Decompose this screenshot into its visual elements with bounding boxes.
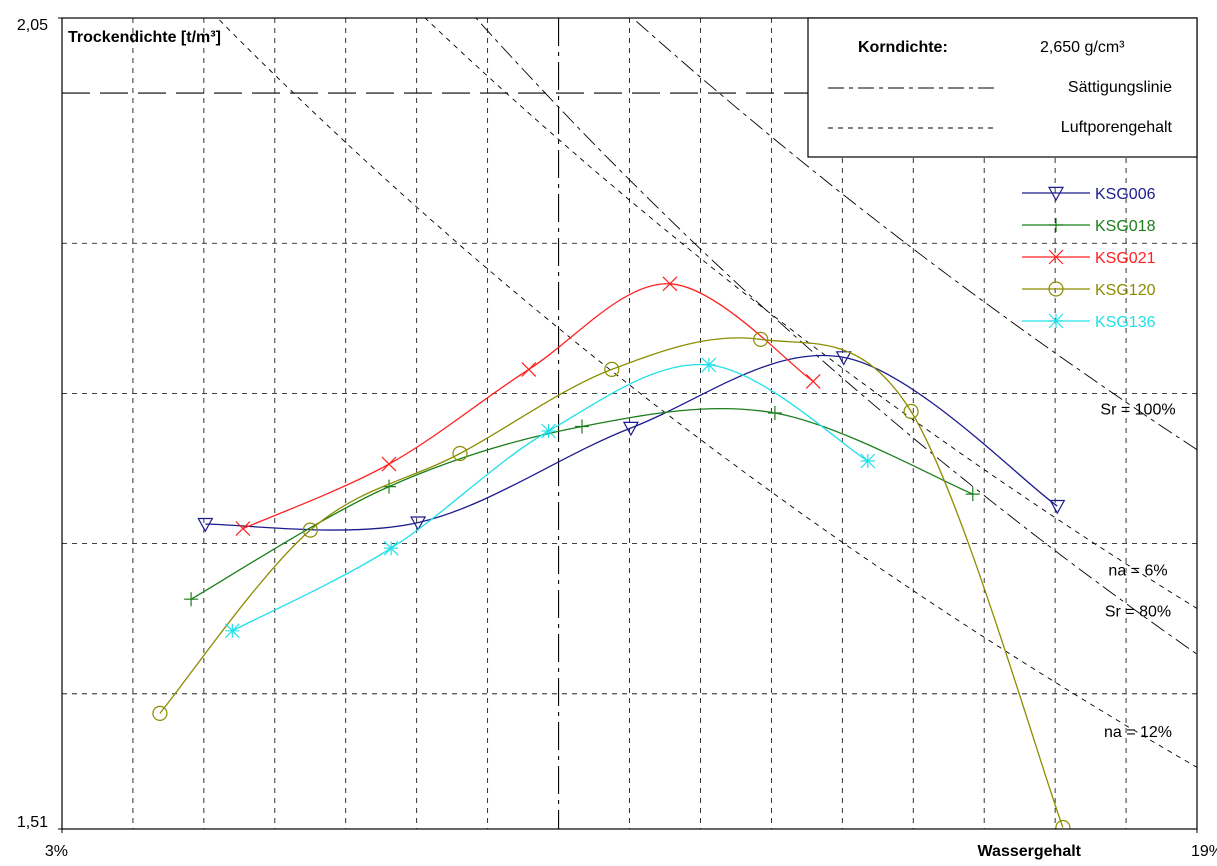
marker [197,517,214,533]
marker [452,445,468,462]
marker [541,423,557,439]
reference-label: na = 6% [1108,563,1167,580]
marker [805,373,821,389]
marker [753,331,769,347]
reference-lines [216,18,1197,768]
reference-label: Sr = 100% [1100,402,1175,419]
marker [1048,313,1064,329]
marker [622,421,639,437]
marker [835,351,852,366]
y-tick-label: 2,05 [17,17,48,34]
marker [224,623,240,639]
marker [701,357,717,373]
marker [860,453,876,469]
plot-frame [61,17,1198,830]
curves [152,276,1071,829]
marker [965,487,980,502]
marker [575,419,589,434]
grid [62,18,1197,829]
grain-density-label: Korndichte: [858,39,948,56]
y-axis-label: Trockendichte [t/m³] [68,29,221,46]
marker [383,540,399,556]
y-tick-label: 1,51 [17,814,48,831]
marker [604,361,620,377]
reference-line [216,18,1197,768]
reference-label: na = 12% [1104,724,1172,741]
marker [381,456,397,472]
marker [521,361,537,377]
x-tick-label: 19% [1191,843,1217,860]
reference-line [424,18,1197,609]
marker [410,516,427,531]
marker [1048,281,1064,297]
marker [662,276,678,292]
marker [184,592,199,607]
series-line [205,354,1058,531]
legend-air-voids: Luftporengehalt [1061,119,1173,136]
marker [1047,186,1065,202]
legend-label: KSG006 [1095,186,1156,203]
legend-saturation: Sättigungslinie [1068,79,1172,96]
legend-label: KSG018 [1095,218,1156,235]
marker [1049,218,1063,232]
series-line [159,337,1064,828]
legend-label: KSG136 [1095,314,1156,331]
marker [235,521,251,537]
marker [903,403,919,420]
marker [1049,499,1066,515]
marker [302,522,318,538]
x-axis-label: Wassergehalt [978,843,1082,860]
marker [1048,249,1064,265]
reference-line [475,18,1197,655]
grain-density-value: 2,650 g/cm³ [1040,39,1125,56]
x-tick-label: 3% [45,843,68,860]
marker [767,406,782,420]
marker [1055,819,1071,829]
marker [152,705,168,722]
legend-label: KSG021 [1095,250,1156,267]
legend-label: KSG120 [1095,282,1156,299]
reference-label: Sr = 80% [1105,603,1171,620]
